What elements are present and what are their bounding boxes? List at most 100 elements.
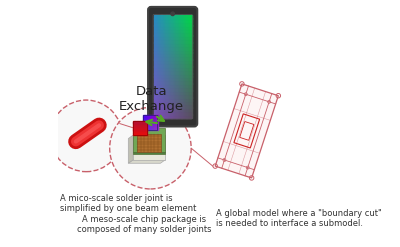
Bar [156, 46, 158, 50]
Bar [164, 73, 166, 77]
Bar [190, 77, 192, 80]
Bar [175, 42, 177, 46]
Bar [172, 53, 173, 56]
Bar [154, 126, 156, 128]
Bar [174, 28, 176, 32]
Bar [179, 25, 180, 29]
Bar [165, 90, 167, 94]
Bar [179, 28, 180, 32]
Bar [190, 59, 192, 63]
Bar [179, 94, 180, 98]
Bar [178, 77, 179, 80]
Bar [156, 15, 158, 19]
Bar [185, 42, 186, 46]
Bar [180, 90, 182, 94]
Bar [164, 25, 166, 29]
Bar [176, 66, 178, 70]
Bar [163, 80, 164, 84]
Bar [164, 28, 166, 32]
Bar [179, 107, 180, 111]
Bar [176, 63, 178, 67]
Bar [186, 111, 188, 115]
Bar [135, 127, 137, 129]
Bar [176, 32, 178, 36]
Bar [166, 66, 168, 70]
Bar [136, 129, 138, 131]
Bar [133, 133, 135, 135]
Bar [164, 104, 166, 108]
Bar [165, 32, 167, 36]
Bar [186, 59, 188, 63]
Bar [170, 53, 172, 56]
Bar [166, 25, 168, 29]
Bar [174, 22, 176, 26]
Bar [190, 46, 192, 50]
Bar [159, 39, 160, 43]
Bar [164, 90, 166, 94]
Bar [176, 39, 178, 43]
Bar [185, 111, 186, 115]
Bar [186, 80, 188, 84]
Bar [189, 80, 190, 84]
Bar [179, 49, 180, 53]
Bar [175, 87, 177, 91]
Bar [176, 80, 178, 84]
Bar [154, 39, 156, 43]
Bar [163, 114, 164, 118]
Bar [176, 101, 178, 104]
Bar [180, 73, 182, 77]
Bar [188, 101, 189, 104]
Bar [155, 63, 157, 67]
Bar [173, 39, 174, 43]
Bar [154, 117, 156, 119]
Bar [166, 28, 168, 32]
Bar [166, 32, 168, 36]
Bar [142, 124, 144, 126]
Bar [143, 128, 145, 130]
Bar [159, 25, 160, 29]
Bar [159, 49, 160, 53]
Bar [185, 83, 186, 87]
Bar [185, 39, 186, 43]
Bar [178, 107, 179, 111]
Bar [179, 87, 180, 91]
Bar [166, 111, 168, 115]
Bar [186, 87, 188, 91]
Bar [162, 63, 163, 67]
Bar [184, 77, 185, 80]
Bar [156, 101, 158, 104]
Bar [179, 90, 180, 94]
Bar [159, 114, 160, 118]
Bar [158, 66, 159, 70]
Bar [183, 101, 184, 104]
Bar [179, 73, 180, 77]
Bar [173, 53, 174, 56]
Bar [165, 114, 167, 118]
Bar [150, 115, 152, 117]
Bar [143, 133, 145, 135]
Bar [179, 42, 180, 46]
Bar [156, 32, 158, 36]
Bar [170, 80, 172, 84]
Bar [164, 66, 166, 70]
Bar [155, 111, 157, 115]
Bar [181, 42, 183, 46]
Bar [188, 114, 189, 118]
Bar [170, 25, 172, 29]
Bar [186, 77, 188, 80]
Bar [172, 80, 173, 84]
Bar [190, 70, 192, 74]
Bar [136, 123, 138, 124]
Bar [169, 22, 170, 26]
Bar [185, 18, 186, 22]
Bar [143, 115, 157, 130]
Bar [162, 39, 163, 43]
Bar [164, 114, 166, 118]
Bar [184, 22, 185, 26]
Bar [190, 87, 192, 91]
Bar [183, 59, 184, 63]
Bar [160, 15, 162, 19]
Bar [142, 123, 144, 124]
Bar [173, 25, 174, 29]
Bar [180, 107, 182, 111]
